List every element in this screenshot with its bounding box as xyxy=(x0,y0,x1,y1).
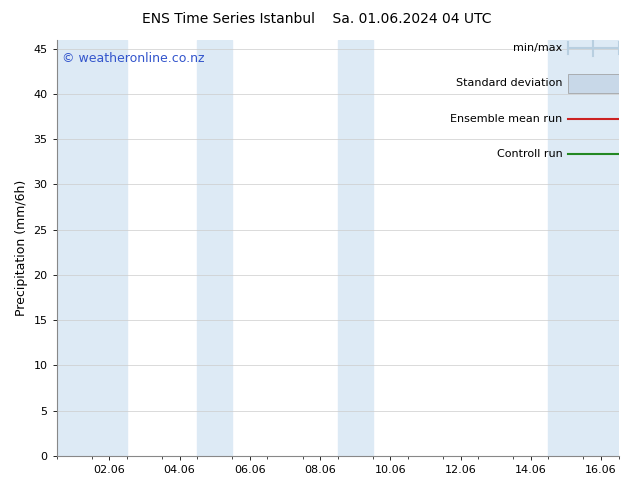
Text: © weatheronline.co.nz: © weatheronline.co.nz xyxy=(62,52,205,65)
Text: min/max: min/max xyxy=(513,43,562,53)
Point xyxy=(72,446,79,452)
Bar xyxy=(56,40,127,456)
Bar xyxy=(548,40,619,456)
Point xyxy=(72,444,79,450)
Point xyxy=(72,446,79,452)
Bar xyxy=(197,40,232,456)
Text: Controll run: Controll run xyxy=(496,149,562,159)
Point xyxy=(72,446,79,452)
Bar xyxy=(568,74,619,93)
Bar xyxy=(338,40,373,456)
Point xyxy=(72,446,79,452)
Point xyxy=(72,444,79,450)
Text: Standard deviation: Standard deviation xyxy=(456,78,562,88)
Y-axis label: Precipitation (mm/6h): Precipitation (mm/6h) xyxy=(15,180,28,316)
Point xyxy=(72,444,79,450)
Point xyxy=(72,444,79,450)
Point xyxy=(72,444,79,450)
Text: Ensemble mean run: Ensemble mean run xyxy=(450,114,562,123)
Point xyxy=(72,444,79,450)
Point xyxy=(72,444,79,450)
Text: ENS Time Series Istanbul    Sa. 01.06.2024 04 UTC: ENS Time Series Istanbul Sa. 01.06.2024 … xyxy=(142,12,492,26)
Point xyxy=(72,444,79,450)
